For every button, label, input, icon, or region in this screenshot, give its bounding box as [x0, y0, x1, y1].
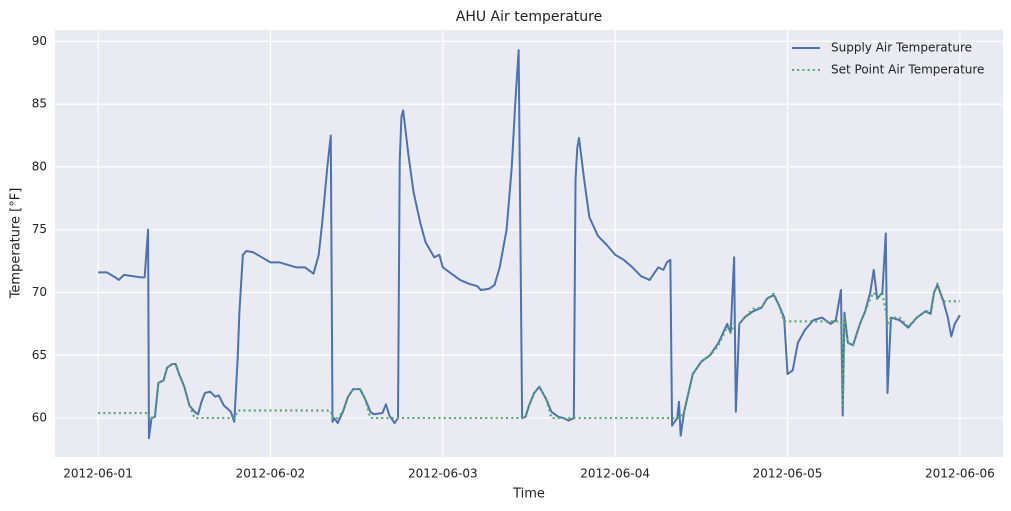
y-tick-label: 75 — [32, 222, 47, 236]
x-tick-label: 2012-06-04 — [580, 467, 650, 481]
legend-label: Supply Air Temperature — [831, 41, 972, 55]
x-tick-label: 2012-06-06 — [925, 467, 995, 481]
y-tick-label: 85 — [32, 97, 47, 111]
x-tick-label: 2012-06-01 — [63, 467, 133, 481]
plot-area — [55, 30, 1003, 457]
x-axis-label: Time — [512, 487, 545, 502]
y-tick-label: 70 — [32, 285, 47, 299]
chart-title: AHU Air temperature — [456, 9, 602, 25]
x-tick-label: 2012-06-02 — [236, 467, 306, 481]
lines — [98, 49, 961, 440]
legend: Supply Air Temperature Set Point Air Temp… — [792, 41, 984, 77]
series-line — [98, 49, 961, 440]
legend-label: Set Point Air Temperature — [831, 63, 984, 77]
y-tick-label: 65 — [32, 348, 47, 362]
x-tick-label: 2012-06-05 — [753, 467, 823, 481]
y-axis-label: Temperature [°F] — [9, 188, 24, 300]
x-tick-label: 2012-06-03 — [408, 467, 478, 481]
y-tick-label: 60 — [32, 411, 47, 425]
grid — [55, 30, 1003, 457]
y-tick-label: 90 — [32, 34, 47, 48]
y-tick-label: 80 — [32, 159, 47, 173]
